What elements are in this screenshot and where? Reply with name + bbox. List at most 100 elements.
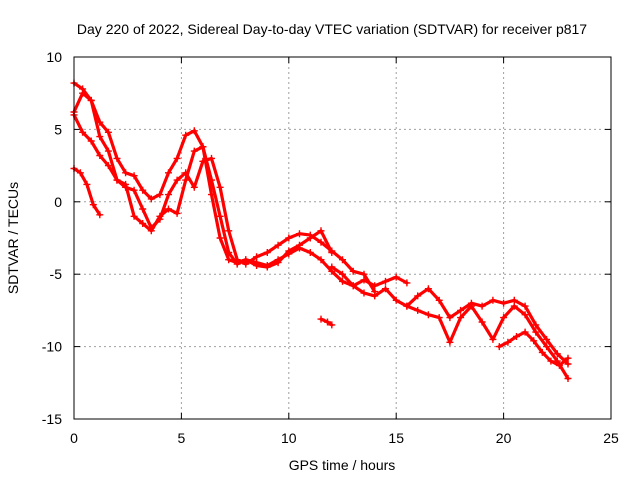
data-point [392,296,400,304]
data-point [324,318,331,326]
data-point [225,227,233,235]
y-tick-label: -5 [50,266,63,282]
data-point [489,296,497,304]
data-point [317,227,325,235]
data-point [242,256,250,264]
y-tick-label: 5 [54,121,62,137]
data-point [263,263,271,271]
data-point [360,289,368,297]
data-point [113,154,121,162]
data-point [414,292,422,300]
x-tick-label: 0 [70,430,78,446]
data-point [424,311,432,319]
data-point [538,348,546,356]
data-point [173,209,181,217]
data-point [79,128,87,136]
data-point [521,302,529,310]
data-point [521,311,529,319]
data-point [349,282,357,290]
data-point [263,249,271,256]
data-point [500,314,508,322]
data-point [274,259,282,267]
x-tick-label: 25 [603,430,619,446]
data-point [130,212,138,220]
data-point [274,241,282,249]
data-point [435,314,443,322]
data-point [104,162,112,170]
data-point [371,292,379,300]
data-point [543,335,551,343]
data-point [495,343,503,351]
data-point [403,302,411,310]
data-point [339,256,346,264]
data-point [547,357,555,365]
series-trace [72,166,102,217]
data-point [296,230,303,238]
data-point [139,186,147,194]
data-point [165,169,172,177]
data-point [216,183,224,191]
data-point [328,249,336,256]
data-point [457,306,465,314]
data-point [96,211,104,219]
y-tick-label: 10 [46,49,62,65]
data-point [165,191,172,199]
data-point [564,354,572,362]
data-point [339,270,346,278]
data-point [446,338,454,346]
data-point [225,256,233,264]
series-track-5 [317,315,336,329]
series-track-7 [403,302,572,382]
data-point [190,183,198,191]
data-point [139,205,147,213]
data-point [104,128,112,136]
y-tick-label: -10 [42,339,62,355]
series-trace [405,304,570,381]
data-point [530,337,538,345]
x-tick-label: 5 [178,430,186,446]
data-point [79,89,87,97]
data-point [349,267,357,275]
data-point [147,227,155,235]
series-track-3 [70,111,336,271]
data-point [96,152,104,159]
data-point [504,338,512,346]
data-point [89,201,97,209]
series-trace [72,91,377,294]
data-point [296,241,303,249]
data-point [199,143,207,151]
data-point [182,176,190,184]
x-tick-label: 20 [496,430,512,446]
data-point [182,131,190,139]
data-point [113,176,121,184]
data-point [173,176,181,184]
grid [74,57,611,419]
data-point [190,127,198,135]
data-point [253,253,261,261]
data-point [190,147,198,155]
y-axis-label: SDTVAR / TECUs [5,182,21,294]
chart-title: Day 220 of 2022, Sidereal Day-to-day VTE… [77,21,587,37]
y-tick-label: 0 [54,194,62,210]
data-point [317,256,325,264]
data-point [96,133,104,141]
data-point [87,96,95,104]
data-point [285,234,293,242]
data-point [306,249,314,256]
data-point [467,302,475,310]
data-point [414,306,422,314]
x-axis-label: GPS time / hours [289,457,396,473]
data-point [173,154,181,162]
x-tick-label: 15 [388,430,404,446]
data-point [457,314,465,322]
data-point [147,195,155,203]
series-trace [72,81,409,288]
data-point [392,273,400,281]
data-point [532,328,540,336]
data-point [83,180,91,188]
data-point [208,154,215,162]
data-point [139,220,147,227]
data-point [216,234,224,242]
data-point [339,277,346,285]
